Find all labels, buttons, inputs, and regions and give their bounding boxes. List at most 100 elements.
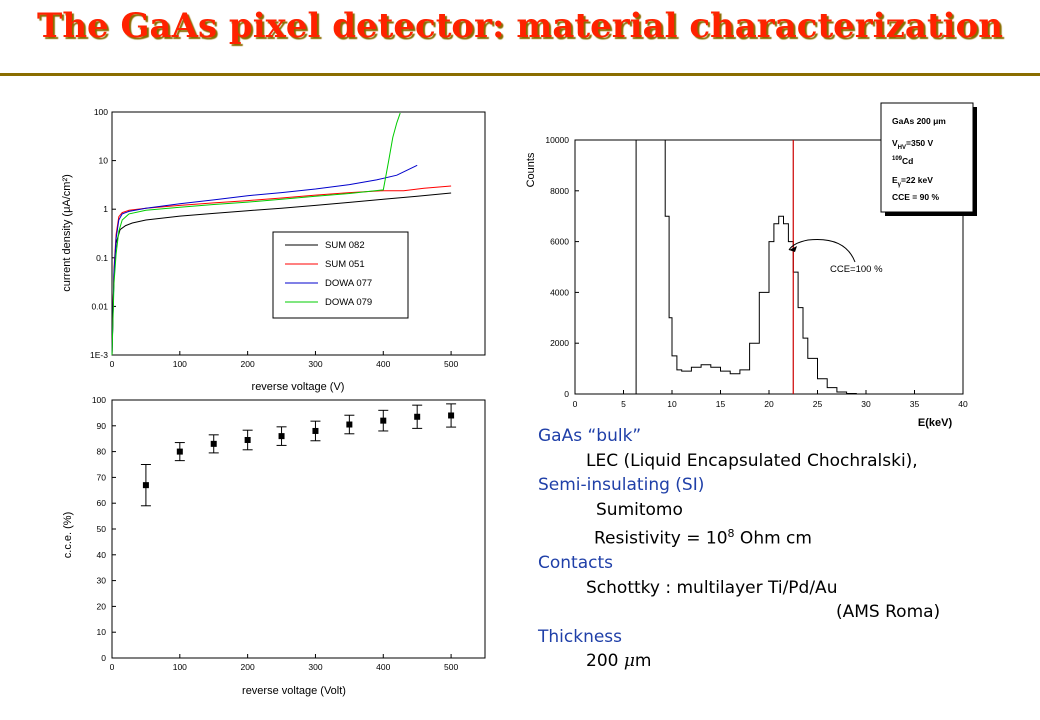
spectrum-x-tick-label: 20 [764,399,774,409]
cce-y-tick-label: 10 [97,627,107,637]
resistivity-exponent: 8 [727,527,735,540]
legend-box [272,231,409,319]
iv-x-axis-title: reverse voltage (V) [252,381,345,393]
arrowhead-icon [789,246,797,252]
info-box [880,102,974,213]
bulk-description: LEC (Liquid Encapsulated Chochralski), [586,450,918,471]
contacts-description: Schottky : multilayer Ti/Pd/Au [586,577,838,598]
spectrum-axis-ticks: 0 5 10 15 20 25 30 35 40 0 2000 4000 6000 8000 10000 [545,135,968,409]
resistivity-suffix: Ohm cm [734,528,812,549]
thickness-value: 200 μm [538,649,1038,674]
info-line-voltage: VHV=350 V [892,138,934,151]
cce-points-group [140,403,457,507]
spectrum-series-group [575,139,866,395]
legend-label-dowa077: DOWA 077 [325,278,372,289]
cce-y-tick-label: 30 [97,576,107,586]
spectrum-x-tick-label: 30 [861,399,871,409]
legend-label-dowa079: DOWA 079 [325,297,372,308]
cce-y-tick-label: 50 [97,524,107,534]
iv-plot-frame [111,111,486,356]
cce-data-point [380,417,387,424]
iv-x-tick-label: 100 [173,359,187,369]
iv-y-tick-label: 0.01 [91,301,108,311]
spectrum-x-axis-title: E(keV) [918,417,953,429]
spectrum-y-tick-label: 4000 [550,287,569,297]
spectrum-y-tick-label: 10000 [545,135,569,145]
info-line-energy: Eγ=22 keV [892,175,933,188]
spectrum-x-tick-label: 15 [716,399,726,409]
cce-x-tick-label: 300 [308,662,322,672]
iv-series-line-1 [111,185,452,356]
iv-y-axis-title: current density (μA/cm²) [61,174,73,292]
cce-x-tick-label: 100 [173,662,187,672]
cce-data-point [176,448,183,455]
spectrum-x-tick-label: 0 [573,399,578,409]
cce-x-axis-title: reverse voltage (Volt) [242,685,346,697]
cce-chart: 0 100 200 300 400 500 0 10 20 30 40 50 60 70 80 90 100 c… [62,395,486,697]
spectrum-y-axis-title: Counts [525,152,537,187]
cce-x-tick-label: 500 [444,662,458,672]
cce-y-axis-title: c.c.e. (%) [62,512,74,558]
spectrum-y-tick-label: 8000 [550,186,569,196]
title-divider [0,73,1040,76]
cce-data-point [278,433,285,440]
spectrum-x-tick-label: 25 [813,399,823,409]
cce-y-tick-label: 90 [97,421,107,431]
thickness-unit: m [634,651,652,672]
spectrum-y-tick-label: 0 [564,389,569,399]
iv-y-tick-label: 0.1 [96,253,108,263]
bulk-heading: GaAs “bulk” [538,426,642,446]
cce-y-tick-label: 100 [92,395,106,405]
thickness-heading: Thickness [538,626,623,647]
spectrum-x-tick-label: 40 [958,399,968,409]
cce-y-tick-label: 40 [97,550,107,560]
cce-x-tick-label: 200 [241,662,255,672]
cce-data-point [448,412,455,419]
iv-series-group [111,112,452,356]
cce-y-tick-label: 70 [97,472,107,482]
spectrum-x-tick-label: 35 [910,399,920,409]
cce-y-tick-label: 20 [97,601,107,611]
si-heading: Semi-insulating (SI) [538,475,705,495]
iv-series-line-2 [111,164,418,356]
spectrum-histogram [575,139,866,395]
spectrum-x-tick-label: 5 [621,399,626,409]
spectrum-y-tick-label: 6000 [550,237,569,247]
iv-x-tick-label: 500 [444,359,458,369]
iv-chart: 0 100 200 300 400 500 1E-3 0.01 0.1 1 10 100 curren… [61,107,486,393]
cce-data-point [312,427,319,434]
cce-plot-frame [111,399,486,659]
cce-x-tick-label: 400 [376,662,390,672]
iv-series-line-3 [111,112,401,356]
cce-axis-ticks: 0 100 200 300 400 500 0 10 20 30 40 50 60 70 80 90 100 [92,395,459,672]
material-notes: GaAs “bulk” LEC (Liquid Encapsulated Cho… [538,424,1038,674]
iv-y-tick-label: 1E-3 [90,350,108,360]
contacts-lab: (AMS Roma) [836,602,941,623]
page-title: The GaAs pixel detector: material charac… [37,6,1003,46]
resistivity-line: Resistivity = 108 Ohm cm [538,522,1038,551]
legend-label-sum051: SUM 051 [325,259,365,270]
iv-y-tick-label: 100 [94,107,108,117]
cce-annotation-label: CCE=100 % [830,264,883,275]
info-line-cce: CCE = 90 % [892,192,939,202]
iv-x-tick-label: 400 [376,359,390,369]
iv-y-tick-label: 10 [99,156,109,166]
iv-x-tick-label: 300 [308,359,322,369]
cce-data-point [346,421,353,428]
cce-data-point [142,482,149,489]
iv-x-tick-label: 200 [241,359,255,369]
micro-symbol: μ [623,651,635,672]
iv-y-tick-label: 1 [103,204,108,214]
iv-x-tick-label: 0 [110,359,115,369]
contacts-heading: Contacts [538,553,613,574]
iv-legend: SUM 082 SUM 051 DOWA 077 DOWA 079 [272,231,409,319]
info-line-material: GaAs 200 μm [892,116,946,126]
cce-y-tick-label: 0 [101,653,106,663]
cce-x-tick-label: 0 [110,662,115,672]
spectrum-chart: 0 5 10 15 20 25 30 35 40 0 2000 4000 6000 8000 10000 C… [525,102,977,429]
spectrum-y-tick-label: 2000 [550,338,569,348]
si-vendor: Sumitomo [596,499,683,520]
cce-data-point [244,436,251,443]
info-line-source: 109Cd [892,156,913,166]
